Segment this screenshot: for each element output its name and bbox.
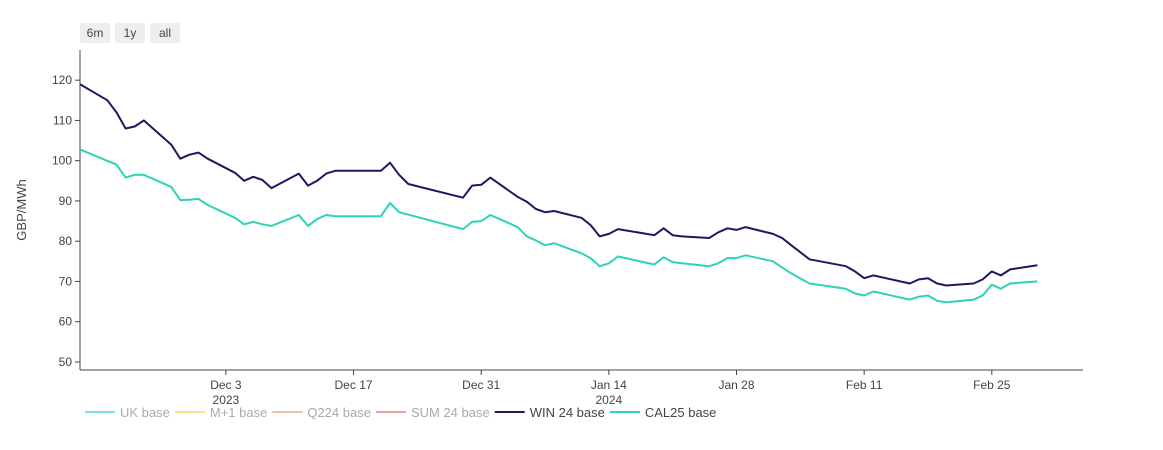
y-tick-label: 70 xyxy=(59,274,73,288)
legend-item-win-24-base[interactable]: WIN 24 base xyxy=(494,405,605,420)
legend-item-q224-base[interactable]: Q224 base xyxy=(272,405,371,420)
x-tick-label: Dec 31 xyxy=(462,378,500,392)
y-tick-label: 60 xyxy=(59,315,73,329)
legend-label: WIN 24 base xyxy=(530,405,605,420)
y-tick-label: 50 xyxy=(59,355,73,369)
y-tick-label: 80 xyxy=(59,234,73,248)
legend-item-m-1-base[interactable]: M+1 base xyxy=(174,405,267,420)
range-1y-button[interactable]: 1y xyxy=(115,23,145,43)
x-tick-label: Dec 3 xyxy=(210,378,242,392)
x-tick-year-label: 2023 xyxy=(213,393,240,407)
legend-label: UK base xyxy=(120,405,170,420)
y-axis-label: GBP/MWh xyxy=(14,179,29,240)
legend-label: M+1 base xyxy=(210,405,267,420)
x-tick-label: Dec 17 xyxy=(335,378,373,392)
legend-item-cal25-base[interactable]: CAL25 base xyxy=(609,405,717,420)
legend-label: Q224 base xyxy=(307,405,371,420)
x-tick-label: Jan 28 xyxy=(718,378,754,392)
x-tick-label: Feb 11 xyxy=(846,378,883,392)
y-tick-label: 100 xyxy=(52,154,72,168)
legend-label: SUM 24 base xyxy=(411,405,490,420)
y-tick-label: 110 xyxy=(53,113,72,127)
legend-item-uk-base[interactable]: UK base xyxy=(85,405,170,420)
series-line-win-24-base xyxy=(80,83,1038,287)
legend-item-sum-24-base[interactable]: SUM 24 base xyxy=(375,405,490,420)
x-tick-year-label: 2024 xyxy=(596,393,623,407)
legend-label: CAL25 base xyxy=(645,405,717,420)
x-tick-label: Jan 14 xyxy=(591,378,627,392)
range-6m-button[interactable]: 6m xyxy=(80,23,110,43)
x-tick-label: Feb 25 xyxy=(973,378,1011,392)
range-all-button[interactable]: all xyxy=(150,23,180,43)
series-line-cal25-base xyxy=(80,148,1038,304)
y-tick-label: 120 xyxy=(52,73,72,87)
y-tick-label: 90 xyxy=(59,194,73,208)
